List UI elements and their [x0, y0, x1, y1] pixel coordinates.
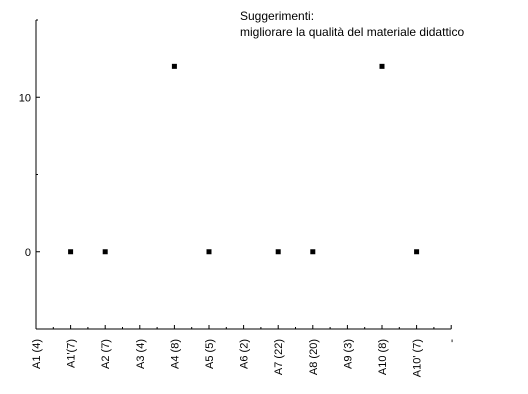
axes: 0 10 A1 (4) A1'(7) A2 (7) A3 (4) A4 (8) A5 (5) A…: [19, 19, 458, 377]
data-point: [379, 63, 385, 69]
y-tick-label: 0: [25, 247, 31, 259]
x-tick-label: A2 (7): [100, 339, 112, 369]
data-point: [206, 249, 212, 255]
x-tick-label: A10 (8): [377, 339, 389, 375]
data-point: [171, 63, 177, 69]
x-tick-label: A4 (8): [169, 339, 181, 369]
x-tick-label: A1 (4): [31, 339, 43, 369]
y-tick-label: 10: [19, 92, 31, 104]
data-point: [414, 249, 420, 255]
x-tick-label: A8 (20): [308, 339, 320, 375]
x-tick-label: A9 (3): [342, 339, 354, 369]
x-tick-label: A5 (5): [204, 339, 216, 369]
chart-title-line-1: Suggerimenti:: [240, 9, 314, 23]
x-tick-label: A7 (22): [273, 339, 285, 375]
x-tick-label: A3 (4): [135, 339, 147, 369]
chart-title-line-2: migliorare la qualità del materiale dida…: [240, 25, 464, 39]
data-point: [102, 249, 108, 255]
x-tick-label: -: [446, 339, 458, 343]
data-point: [310, 249, 316, 255]
x-tick-label: A1'(7): [66, 339, 78, 368]
data-point: [275, 249, 281, 255]
x-tick-label: A10' (7): [412, 339, 424, 377]
data-points: [68, 63, 420, 255]
x-tick-label: A6 (2): [239, 339, 251, 369]
data-point: [68, 249, 74, 255]
